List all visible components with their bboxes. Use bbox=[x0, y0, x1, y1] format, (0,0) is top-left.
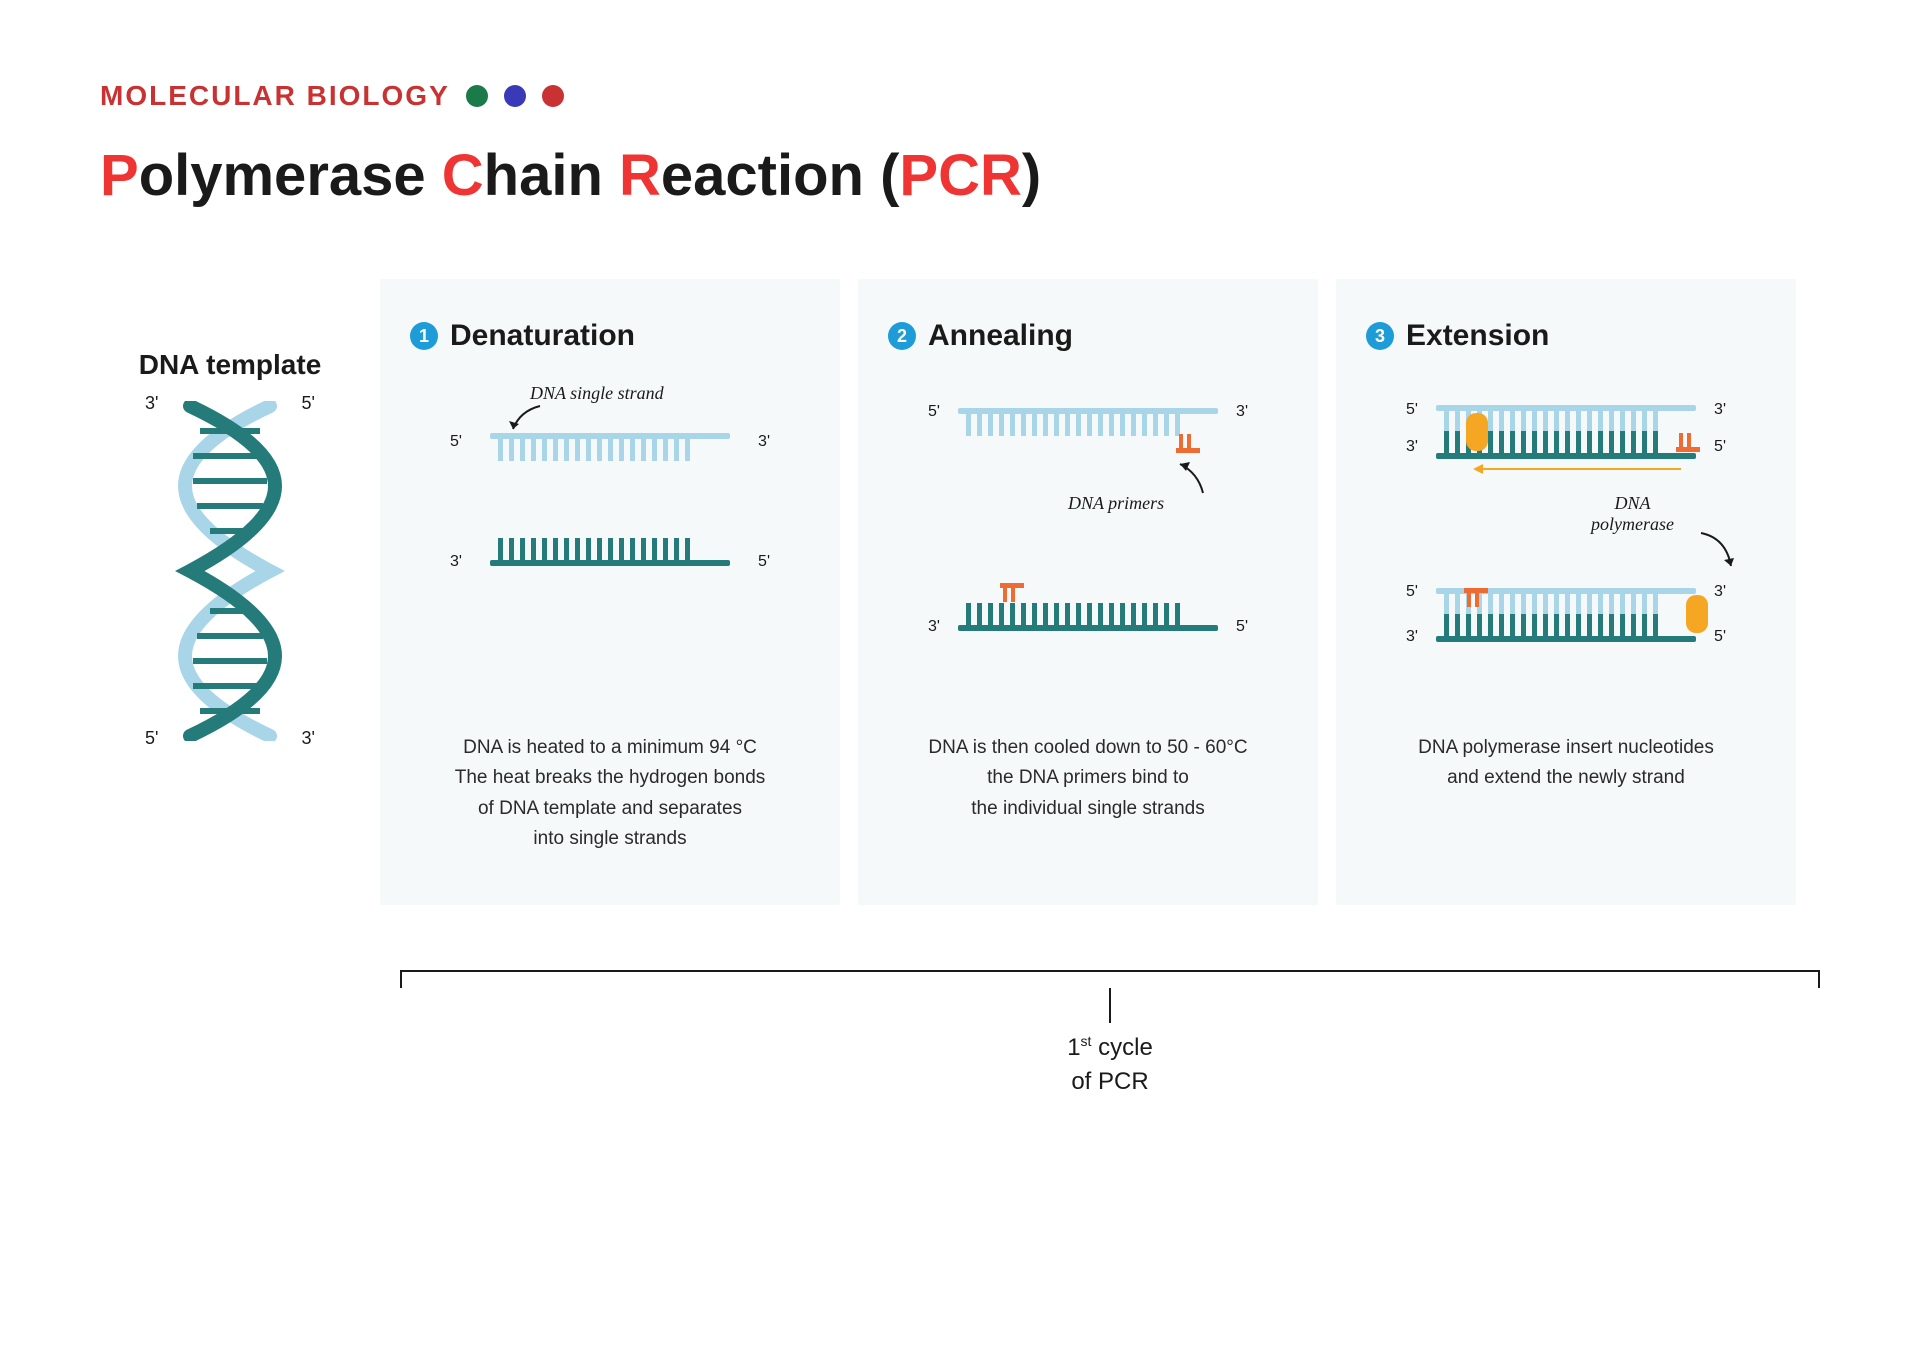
ext-tl-3p: 3' bbox=[1406, 438, 1418, 456]
primer-bottom bbox=[1000, 583, 1024, 602]
ext-primer-top bbox=[1676, 433, 1700, 452]
step-number-1: 1 bbox=[410, 322, 438, 350]
arrow-curve-2 bbox=[1168, 458, 1218, 498]
polymerase-bottom bbox=[1686, 595, 1708, 633]
ext-bl-3p: 3' bbox=[1406, 628, 1418, 646]
header-dot-1 bbox=[466, 85, 488, 107]
step-number-3: 3 bbox=[1366, 322, 1394, 350]
step-desc-2: DNA is then cooled down to 50 - 60°C the… bbox=[888, 733, 1288, 824]
step-panel-annealing: 2 Annealing 5' 3' bbox=[858, 279, 1318, 905]
ext-tr-3p: 3' bbox=[1714, 401, 1726, 419]
step-title-2: 2 Annealing bbox=[888, 319, 1288, 353]
end-5p-top-left-1: 5' bbox=[450, 433, 462, 451]
arrow-curve-1 bbox=[505, 401, 545, 436]
ext-primer-bottom bbox=[1464, 588, 1488, 607]
annotation-polymerase: DNA polymerase bbox=[1591, 493, 1674, 535]
bracket-line bbox=[400, 970, 1820, 988]
bracket-1: 1 bbox=[1067, 1034, 1080, 1061]
steps-row: 1 Denaturation DNA single strand 5' 3' 3… bbox=[380, 279, 1820, 905]
bracket-sup: st bbox=[1081, 1033, 1092, 1049]
annotation-single-strand: DNA single strand bbox=[530, 383, 664, 404]
helix-label-tr: 5' bbox=[302, 393, 315, 414]
helix-label-tl: 3' bbox=[145, 393, 158, 414]
bracket-cycle: cycle bbox=[1091, 1034, 1152, 1061]
step-desc-3: DNA polymerase insert nucleotides and ex… bbox=[1366, 733, 1766, 794]
bottom-strand-1 bbox=[490, 538, 730, 566]
end-3p-top-right-1: 3' bbox=[758, 433, 770, 451]
annotation-primers: DNA primers bbox=[1068, 493, 1164, 514]
helix-label-br: 3' bbox=[302, 728, 315, 749]
helix-label-bl: 5' bbox=[145, 728, 158, 749]
header-dot-2 bbox=[504, 85, 526, 107]
end-5p-top-left-2: 5' bbox=[928, 403, 940, 421]
step-title-1: 1 Denaturation bbox=[410, 319, 810, 353]
header-text: MOLECULAR BIOLOGY bbox=[100, 80, 450, 112]
step-title-3: 3 Extension bbox=[1366, 319, 1766, 353]
bottom-strand-2 bbox=[958, 603, 1218, 631]
step-name-1: Denaturation bbox=[450, 319, 635, 353]
cycle-bracket: 1st cycle of PCR bbox=[400, 970, 1820, 1098]
top-strand-1 bbox=[490, 433, 730, 461]
ext-arrow-top bbox=[1481, 468, 1681, 470]
step-desc-1: DNA is heated to a minimum 94 °C The hea… bbox=[410, 733, 810, 855]
diagram-annealing: 5' 3' DNA primers 3' 5' bbox=[888, 383, 1288, 723]
ext-br-3p: 3' bbox=[1714, 583, 1726, 601]
polymerase-top bbox=[1466, 413, 1488, 451]
ext-bottom-template bbox=[1436, 614, 1696, 642]
header-dot-3 bbox=[542, 85, 564, 107]
diagram-denaturation: DNA single strand 5' 3' 3' 5' bbox=[410, 383, 810, 723]
header-label: MOLECULAR BIOLOGY bbox=[100, 80, 1820, 112]
end-3p-bot-left-2: 3' bbox=[928, 618, 940, 636]
step-name-3: Extension bbox=[1406, 319, 1549, 353]
arrow-curve-3 bbox=[1696, 528, 1746, 578]
ext-bl-5p: 5' bbox=[1406, 583, 1418, 601]
end-3p-top-right-2: 3' bbox=[1236, 403, 1248, 421]
dna-helix-diagram: 3' 5' 5' 3' bbox=[155, 401, 305, 741]
end-3p-bot-left-1: 3' bbox=[450, 553, 462, 571]
ext-tr-5p: 5' bbox=[1714, 438, 1726, 456]
ext-tl-5p: 5' bbox=[1406, 401, 1418, 419]
bracket-label: 1st cycle of PCR bbox=[400, 1031, 1820, 1098]
step-name-2: Annealing bbox=[928, 319, 1073, 353]
diagram-extension: 5' 3' 3' 5' DNA polymerase bbox=[1366, 383, 1766, 723]
dna-helix-svg bbox=[155, 401, 305, 741]
top-strand-2 bbox=[958, 408, 1218, 436]
primer-top bbox=[1176, 434, 1200, 453]
content-row: DNA template 3' 5' 5' 3' bbox=[100, 279, 1820, 905]
page-title: Polymerase Chain Reaction (PCR) bbox=[100, 142, 1820, 209]
end-5p-bot-right-2: 5' bbox=[1236, 618, 1248, 636]
end-5p-bot-right-1: 5' bbox=[758, 553, 770, 571]
step-panel-extension: 3 Extension 5' 3' 3' 5' bbox=[1336, 279, 1796, 905]
dna-template-title: DNA template bbox=[100, 349, 360, 381]
bracket-pcr: of PCR bbox=[1071, 1068, 1148, 1095]
step-panel-denaturation: 1 Denaturation DNA single strand 5' 3' 3… bbox=[380, 279, 840, 905]
bracket-stem bbox=[1109, 988, 1111, 1023]
step-number-2: 2 bbox=[888, 322, 916, 350]
dna-template-column: DNA template 3' 5' 5' 3' bbox=[100, 279, 360, 905]
ext-br-5p: 5' bbox=[1714, 628, 1726, 646]
